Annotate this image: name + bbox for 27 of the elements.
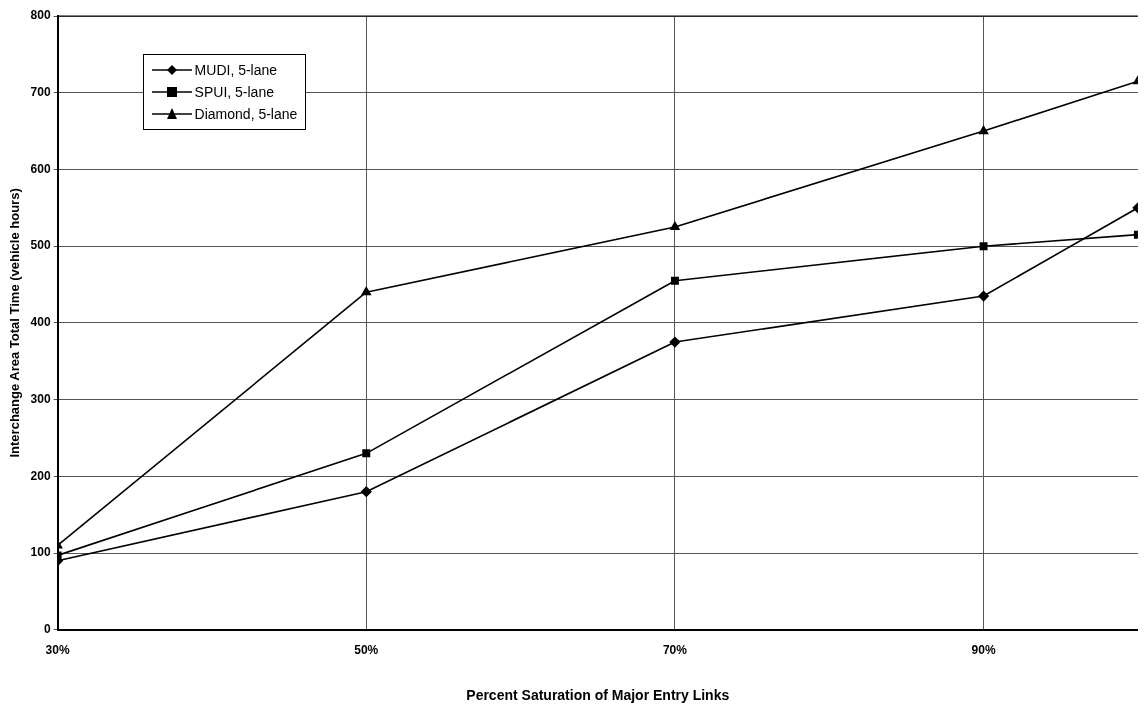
y-tick-label: 200 (30, 468, 51, 483)
x-tick-label: 70% (662, 643, 688, 658)
point (360, 486, 372, 497)
point (670, 276, 679, 285)
y-tick-label: 500 (30, 238, 51, 253)
y-tick-label: 400 (30, 315, 51, 330)
x-axis-title: Percent Saturation of Major Entry Links (466, 687, 730, 704)
legend-label: Diamond, 5-lane (194, 106, 298, 122)
point (979, 242, 988, 251)
x-tick-label: 50% (354, 643, 379, 658)
legend-label: MUDI, 5-lane (194, 62, 278, 78)
y-tick-label: 800 (30, 8, 51, 23)
y-tick-label: 300 (30, 391, 51, 406)
y-axis-title: Interchange Area Total Time (vehicle hours) (7, 188, 23, 458)
y-tick-label: 0 (43, 622, 51, 637)
y-tick-label: 700 (30, 85, 51, 100)
point (669, 336, 681, 348)
point (361, 286, 371, 296)
y-tick-label: 600 (30, 161, 51, 176)
x-tick-label: 30% (45, 643, 70, 658)
x-tick-label: 90% (971, 643, 996, 658)
point (362, 449, 371, 458)
legend-label: SPUI, 5-lane (194, 84, 274, 100)
point (670, 221, 680, 231)
point (978, 290, 989, 302)
point (978, 125, 989, 135)
y-tick-label: 100 (30, 545, 51, 560)
